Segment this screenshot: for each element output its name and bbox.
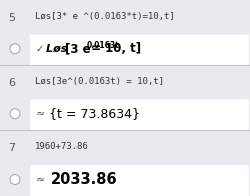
Text: Løs[3e^(0.0163t) = 10,t]: Løs[3e^(0.0163t) = 10,t] (35, 77, 163, 86)
FancyBboxPatch shape (30, 99, 248, 130)
FancyBboxPatch shape (30, 34, 248, 65)
Text: = 10, t]: = 10, t] (87, 42, 141, 55)
Circle shape (10, 109, 20, 119)
Text: 6: 6 (8, 78, 16, 88)
Text: {t = 73.8634}: {t = 73.8634} (49, 107, 140, 120)
Circle shape (10, 44, 20, 54)
Text: ✓: ✓ (36, 44, 44, 54)
Circle shape (10, 174, 20, 184)
Text: 2033.86: 2033.86 (51, 172, 117, 187)
Text: [3 e: [3 e (65, 42, 90, 55)
FancyBboxPatch shape (30, 165, 248, 196)
Text: 1960+73.86: 1960+73.86 (35, 142, 88, 151)
Text: ≈: ≈ (36, 109, 45, 119)
Text: ≈: ≈ (36, 174, 45, 184)
Text: Løs[3* e ^(0.0163*t)=10,t]: Løs[3* e ^(0.0163*t)=10,t] (35, 12, 174, 21)
Text: Løs: Løs (46, 44, 71, 54)
Text: 0.0163t: 0.0163t (87, 41, 119, 50)
Text: 7: 7 (8, 143, 16, 153)
Text: 5: 5 (8, 13, 16, 23)
